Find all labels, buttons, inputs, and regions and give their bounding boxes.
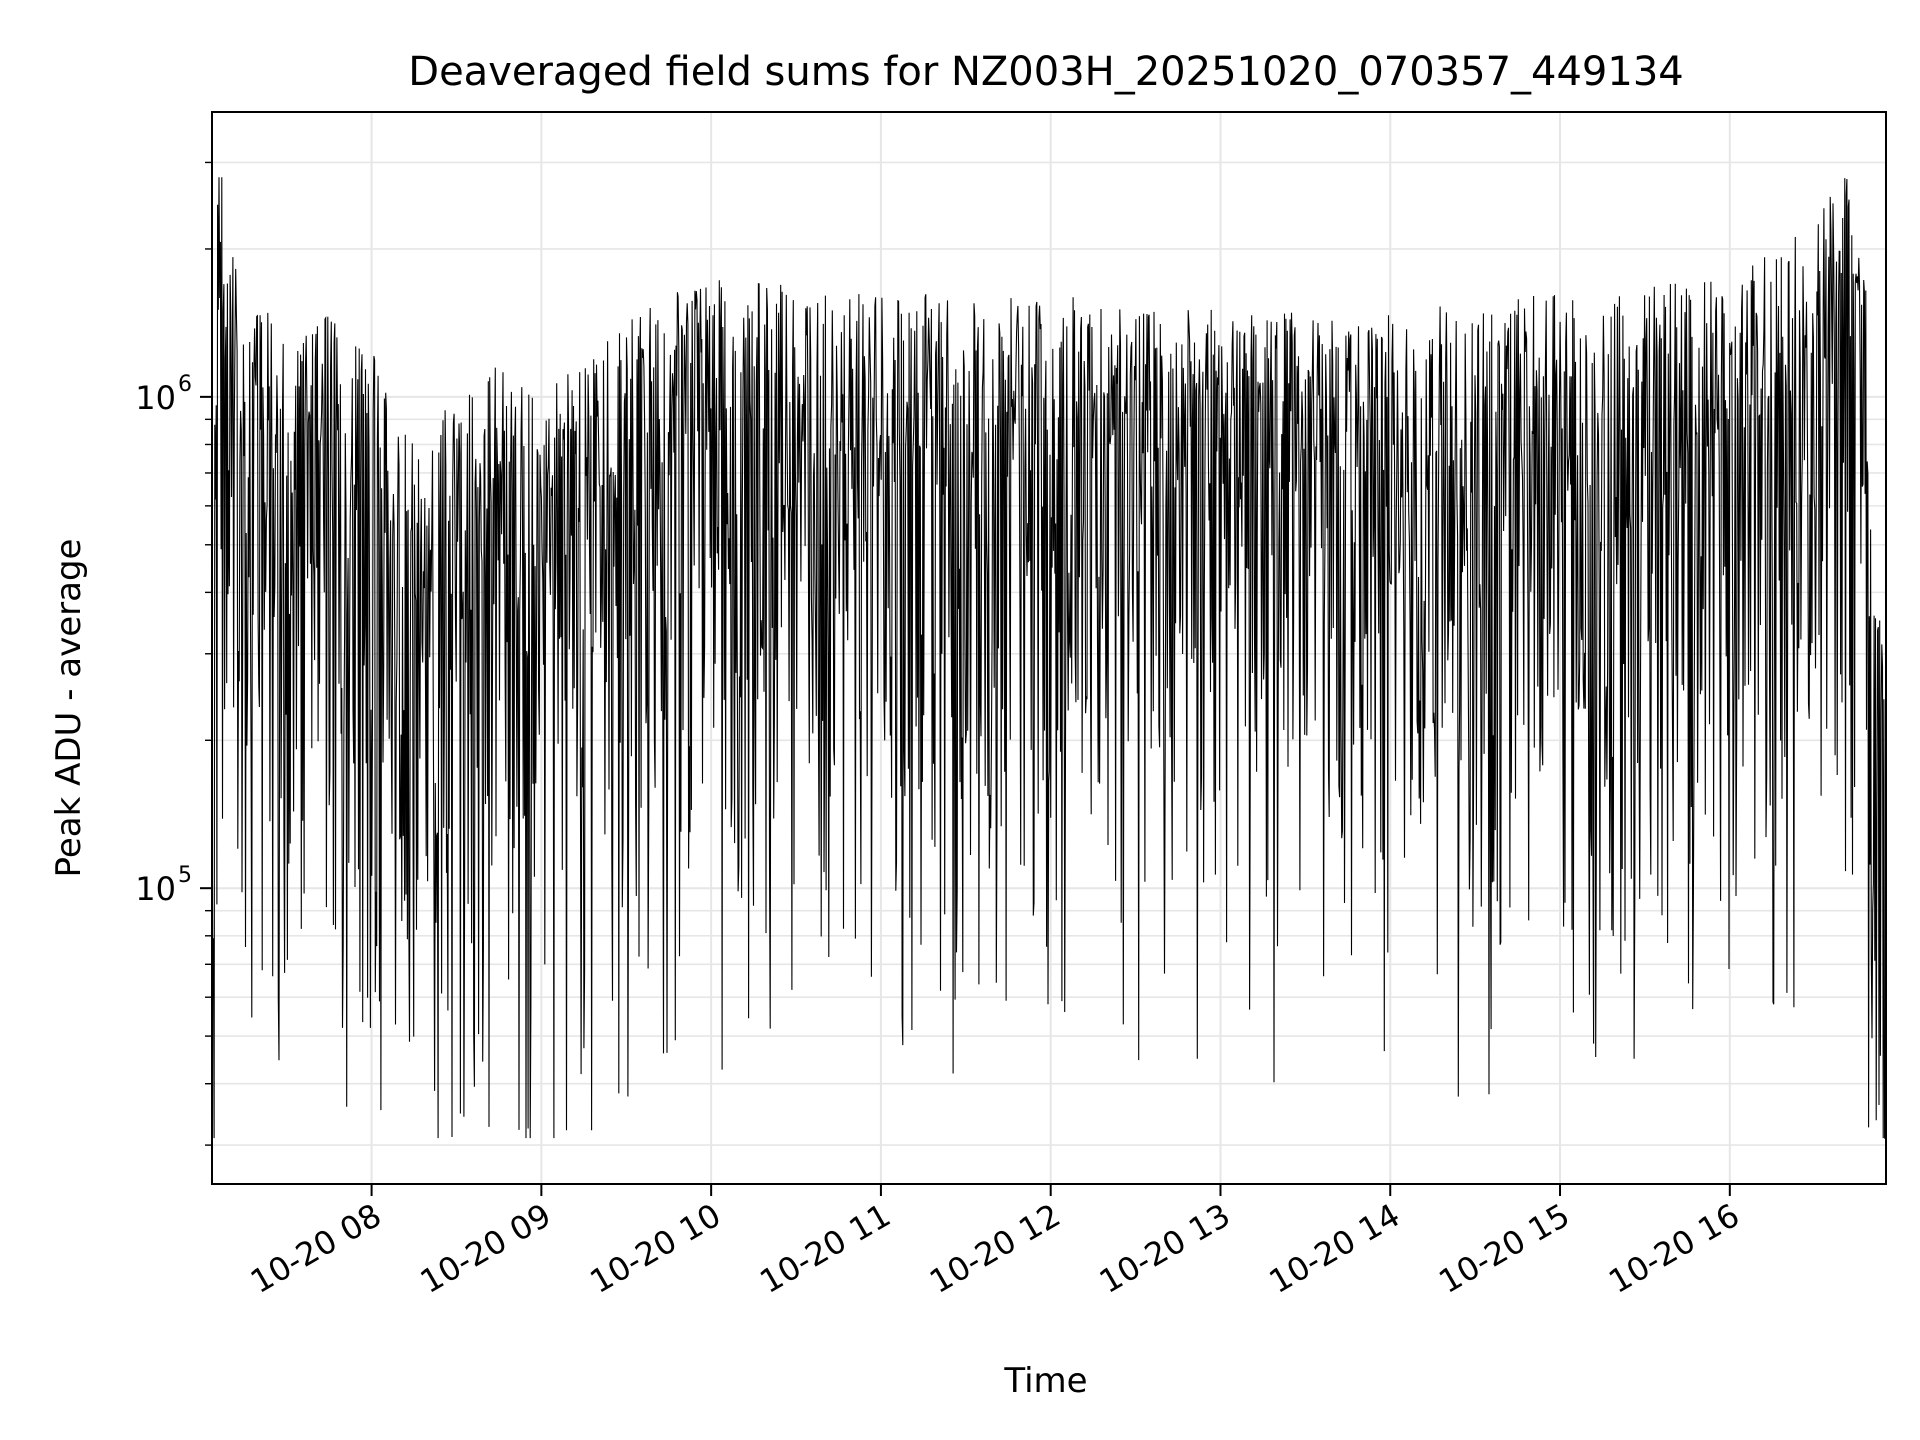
y-tick-label: 10: [135, 379, 176, 417]
chart-title: Deaveraged field sums for NZ003H_2025102…: [408, 49, 1683, 95]
grid: [212, 112, 1886, 1184]
x-axis-label: Time: [1003, 1361, 1087, 1401]
y-axis-label: Peak ADU - average: [49, 539, 89, 878]
series-line: [211, 177, 1887, 1139]
y-tick-label-exponent: 6: [178, 372, 192, 397]
y-tick-label: 10: [135, 870, 176, 908]
series-layer: [211, 177, 1887, 1139]
plot-frame: [211, 111, 1887, 1185]
y-tick-label-exponent: 5: [178, 863, 192, 888]
